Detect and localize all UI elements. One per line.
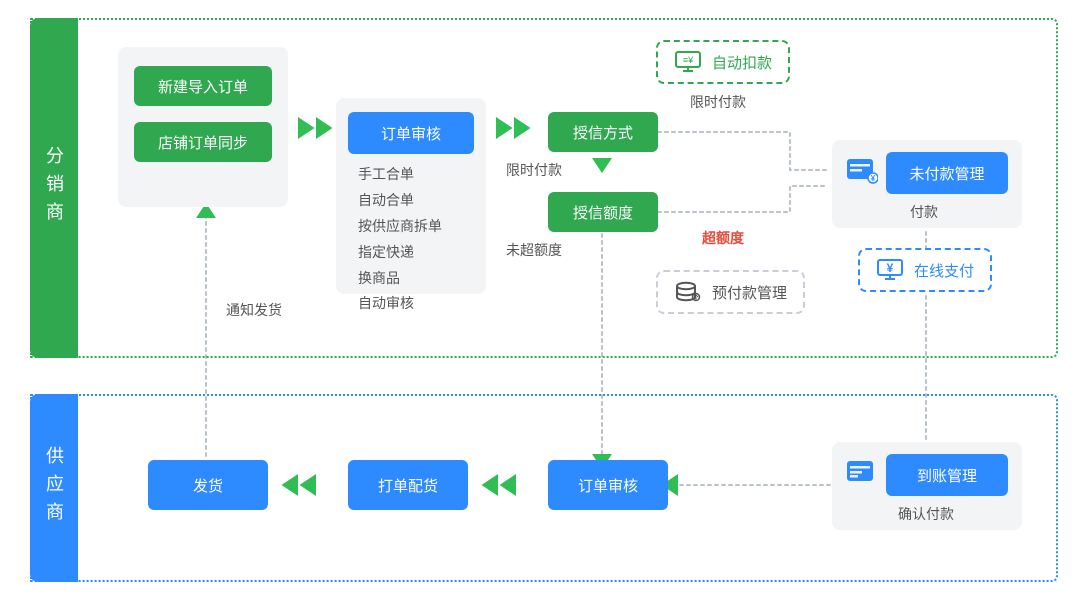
caption-arrival: 确认付款: [898, 504, 954, 524]
node-ship: 发货: [148, 460, 268, 510]
box-online-pay: ¥ 在线支付: [858, 248, 992, 292]
node-credit-mode: 授信方式: [548, 112, 658, 152]
coins-icon: [674, 280, 702, 304]
node-order-review: 订单审核: [348, 112, 474, 154]
node-unpaid-management: 未付款管理: [886, 152, 1008, 194]
box-prepay-management: 预付款管理: [656, 270, 805, 314]
box-auto-debit-label: 自动扣款: [712, 52, 772, 73]
yen-icon: ¥: [876, 258, 904, 282]
review-sublist-item: 换商品: [358, 266, 442, 292]
node-credit-limit: 授信额度: [548, 192, 658, 232]
review-sublist-item: 手工合单: [358, 162, 442, 188]
box-online-pay-label: 在线支付: [914, 260, 974, 281]
node-sync-order: 店铺订单同步: [134, 122, 272, 162]
edge-label-limit-pay-1: 限时付款: [506, 160, 562, 180]
review-sublist-item: 指定快递: [358, 240, 442, 266]
zone-label-distributor: 分销商: [30, 18, 78, 358]
review-sublist-item: 自动合单: [358, 188, 442, 214]
box-auto-debit: ≡¥ 自动扣款: [656, 40, 790, 84]
edge-label-limit-pay-2: 限时付款: [690, 92, 746, 112]
caption-unpaid: 付款: [910, 202, 938, 222]
svg-text:¥: ¥: [871, 174, 876, 183]
node-order-review-supplier: 订单审核: [548, 460, 668, 510]
review-sublist-item: 自动审核: [358, 291, 442, 317]
node-arrival-management: 到账管理: [886, 454, 1008, 496]
card-icon: ¥: [846, 156, 878, 189]
edge-label-not-exceed: 未超额度: [506, 240, 562, 260]
node-import-order: 新建导入订单: [134, 66, 272, 106]
box-prepay-label: 预付款管理: [712, 282, 787, 303]
edge-label-exceed: 超额度: [702, 228, 744, 248]
card-icon: [846, 458, 878, 491]
node-pack: 打单配货: [348, 460, 468, 510]
review-sublist: 手工合单自动合单按供应商拆单指定快递换商品自动审核: [358, 162, 442, 317]
review-sublist-item: 按供应商拆单: [358, 214, 442, 240]
zone-label-supplier: 供应商: [30, 394, 78, 582]
edge-label-notify-ship: 通知发货: [226, 300, 282, 320]
svg-text:¥: ¥: [887, 261, 894, 275]
svg-text:≡¥: ≡¥: [683, 55, 694, 65]
monitor-icon: ≡¥: [674, 50, 702, 74]
